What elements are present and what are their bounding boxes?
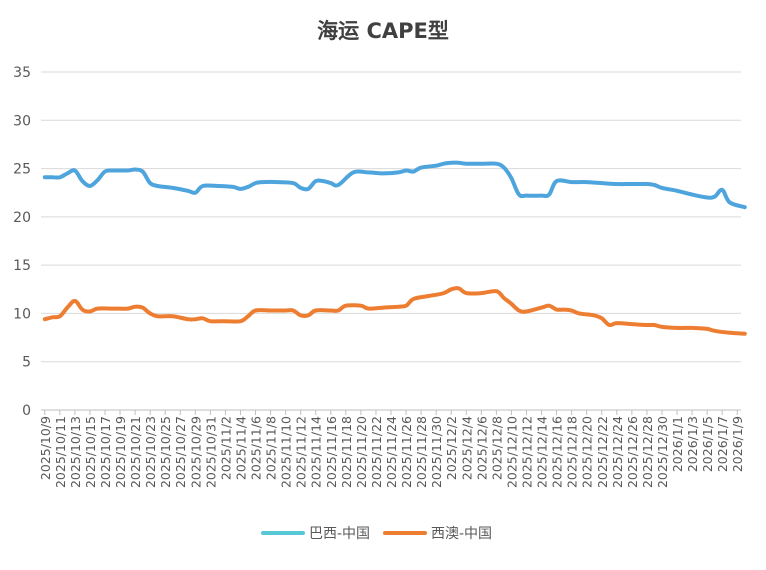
- x-tick-label: 2025/10/19: [113, 416, 128, 488]
- x-tick-label: 2025/11/14: [309, 416, 324, 488]
- x-tick-label: 2025/12/16: [550, 416, 565, 488]
- legend-label-1: 巴西-中国: [309, 526, 370, 542]
- x-tick-label: 2025/11/6: [249, 416, 264, 480]
- x-tick-label: 2025/12/2: [444, 416, 459, 480]
- x-tick-label: 2025/11/8: [264, 416, 279, 480]
- series-line-1: [42, 160, 747, 210]
- x-tick-label: 2025/10/29: [188, 416, 203, 488]
- x-tick-label: 2025/12/28: [640, 416, 655, 488]
- x-tick-label: 2025/11/28: [414, 416, 429, 488]
- x-tick-label: 2025/11/24: [384, 416, 399, 488]
- y-tick-label: 30: [13, 113, 31, 129]
- x-tick-label: 2025/12/6: [474, 416, 489, 480]
- x-tick-label: 2025/10/11: [53, 416, 68, 488]
- y-tick-label: 35: [13, 65, 31, 81]
- x-tick-label: 2025/11/10: [279, 416, 294, 488]
- x-tick-label: 2025/12/12: [519, 416, 534, 488]
- y-axis-ticks: 0 5 10 15 20 25 30 35: [13, 65, 31, 419]
- x-tick-label: 2025/11/2: [218, 416, 233, 480]
- x-tick-label: 2025/10/15: [83, 416, 98, 488]
- y-tick-label: 5: [22, 355, 31, 371]
- y-tick-label: 25: [13, 162, 31, 178]
- x-tick-label: 2026/1/9: [730, 416, 745, 472]
- x-tick-label: 2025/11/4: [233, 416, 248, 480]
- x-tick-label: 2025/12/14: [535, 416, 550, 488]
- x-tick-label: 2025/10/17: [98, 416, 113, 488]
- grid-lines: [41, 71, 741, 363]
- x-tick-label: 2026/1/3: [685, 416, 700, 472]
- x-tick-label: 2025/10/13: [68, 416, 83, 488]
- x-tick-label: 2025/12/18: [565, 416, 580, 488]
- x-tick-label: 2025/11/12: [294, 416, 309, 488]
- x-tick-label: 2026/1/5: [700, 416, 715, 472]
- x-tick-label: 2025/10/9: [38, 416, 53, 480]
- x-tick-label: 2025/11/18: [339, 416, 354, 488]
- series-line-2: [42, 286, 747, 336]
- x-tick-label: 2025/12/20: [580, 416, 595, 488]
- x-tick-label: 2025/11/26: [399, 416, 414, 488]
- x-tick-label: 2025/12/30: [655, 416, 670, 488]
- x-tick-label: 2025/10/21: [128, 416, 143, 488]
- x-tick-label: 2025/12/4: [459, 416, 474, 480]
- x-tick-label: 2025/12/10: [504, 416, 519, 488]
- x-tick-label: 2025/12/24: [610, 416, 625, 488]
- x-tick-label: 2025/10/25: [158, 416, 173, 488]
- x-tick-label: 2025/10/27: [173, 416, 188, 488]
- x-tick-label: 2025/11/22: [369, 416, 384, 488]
- y-tick-label: 0: [22, 403, 31, 419]
- x-tick-label: 2026/1/7: [715, 416, 730, 472]
- legend-label-2: 西澳-中国: [431, 526, 492, 542]
- x-tick-label: 2025/12/8: [489, 416, 504, 480]
- series-lines: [42, 160, 747, 336]
- x-tick-label: 2025/10/31: [203, 416, 218, 488]
- legend: 巴西-中国 西澳-中国: [261, 526, 492, 542]
- x-tick-label: 2025/10/23: [143, 416, 158, 488]
- chart-title: 海运 CAPE型: [317, 19, 449, 43]
- x-tick-label: 2025/11/20: [354, 416, 369, 488]
- x-tick-label: 2026/1/1: [670, 416, 685, 472]
- x-axis-ticks: 2025/10/9 2025/10/11 2025/10/13 2025/10/15 2…: [38, 410, 745, 488]
- x-tick-label: 2025/11/16: [324, 416, 339, 488]
- y-tick-label: 10: [13, 306, 31, 322]
- y-tick-label: 15: [13, 258, 31, 274]
- x-tick-label: 2025/12/26: [625, 416, 640, 488]
- y-tick-label: 20: [13, 210, 31, 226]
- x-tick-label: 2025/11/30: [429, 416, 444, 488]
- x-tick-label: 2025/12/22: [595, 416, 610, 488]
